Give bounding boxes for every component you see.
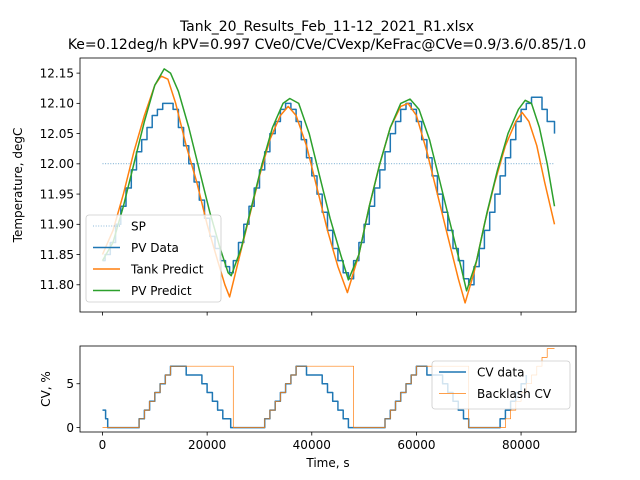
top-legend: SP PV Data Tank Predict PV Predict (85, 214, 222, 303)
legend-label: Tank Predict (130, 262, 204, 276)
bottom-axes-ticks: 0 5 0 20000 40000 60000 80000 (66, 377, 540, 452)
y-tick-label: 11.95 (40, 187, 74, 201)
top-axes-frame (79, 57, 577, 313)
top-axes: 11.80 11.85 11.90 11.95 12.00 12.05 12.10 12.15… (11, 57, 577, 316)
y-tick-label: 11.80 (40, 278, 74, 292)
bottom-legend: CV data Backlash CV (431, 360, 571, 410)
y-tick-label: 12.05 (40, 127, 74, 141)
chart-subtitle: Ke=0.12deg/h kPV=0.997 CVe0/CVe/CVexp/Ke… (68, 37, 586, 53)
chart-title: Tank_20_Results_Feb_11-12_2021_R1.xlsx (179, 19, 474, 35)
bottom-axes-frame (79, 345, 577, 433)
legend-label: CV data (477, 365, 524, 379)
y-tick-label: 0 (66, 421, 74, 435)
legend-label: PV Predict (131, 284, 192, 298)
x-tick-label: 80000 (502, 438, 540, 452)
top-y-axis-label: Temperature, degC (11, 128, 25, 244)
bottom-y-axis-label: CV, % (39, 371, 53, 407)
y-tick-label: 12.15 (40, 66, 74, 80)
y-tick-label: 12.00 (40, 157, 74, 171)
x-tick-label: 40000 (293, 438, 331, 452)
bottom-axes: 0 5 0 20000 40000 60000 80000 CV, % Time, s CV… (39, 345, 577, 470)
legend-label: Backlash CV (477, 387, 552, 401)
top-axes-ticks: 11.80 11.85 11.90 11.95 12.00 12.05 12.10 12.15 (40, 66, 522, 316)
x-tick-label: 0 (99, 438, 107, 452)
legend-box (431, 360, 571, 410)
y-tick-label: 5 (66, 377, 74, 391)
y-tick-label: 12.10 (40, 97, 74, 111)
y-tick-label: 11.90 (40, 218, 74, 232)
x-axis-label: Time, s (305, 456, 349, 470)
top-axes-series (101, 68, 556, 304)
x-tick-label: 20000 (188, 438, 226, 452)
x-tick-label: 60000 (397, 438, 435, 452)
legend-box (85, 214, 222, 303)
y-tick-label: 11.85 (40, 248, 74, 262)
series-line-pv-predict (101, 68, 556, 292)
legend-label: SP (131, 219, 146, 233)
legend-label: PV Data (131, 241, 179, 255)
